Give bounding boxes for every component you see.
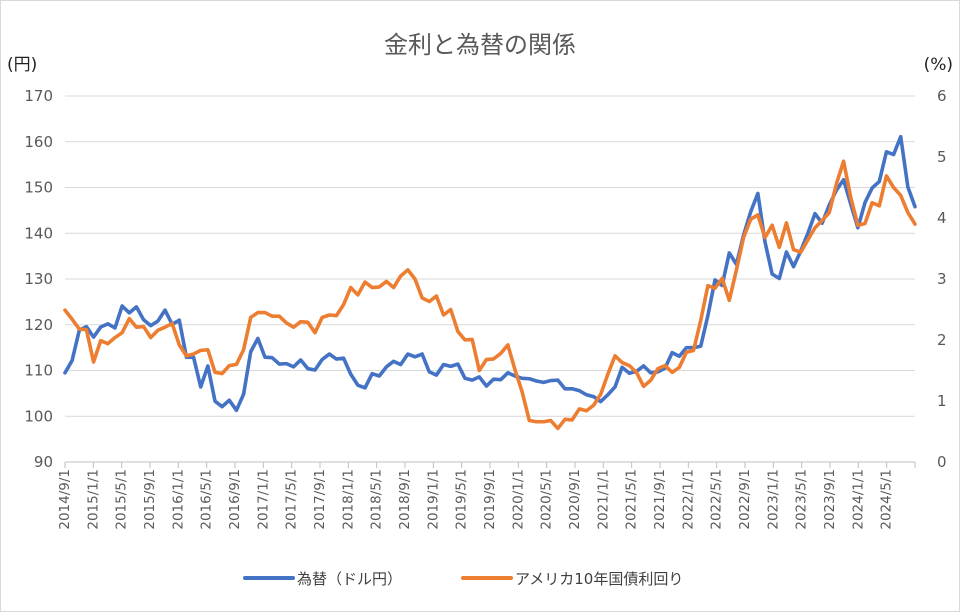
y-right-axis: 0 1 2 3 4 5 6 — [937, 87, 947, 471]
x-tick-label: 2015/5/1 — [114, 469, 130, 530]
legend-label-us10y: アメリカ10年国債利回り — [515, 570, 683, 588]
x-tick-label: 2018/1/1 — [340, 469, 356, 530]
x-tick-label: 2021/1/1 — [595, 469, 611, 530]
x-tick-label: 2020/1/1 — [510, 469, 526, 530]
x-axis: 2014/9/1 2015/1/1 2015/5/1 2015/9/1 2016/1/1… — [57, 461, 916, 530]
grid — [65, 95, 915, 463]
y-left-unit: (円) — [7, 55, 37, 75]
x-tick-label: 2018/9/1 — [397, 469, 413, 530]
series-line-us10y — [63, 159, 917, 431]
x-tick-label: 2016/9/1 — [227, 469, 243, 530]
x-tick-label: 2021/5/1 — [624, 469, 640, 530]
x-tick-label: 2017/5/1 — [284, 469, 300, 530]
y-right-tick-label: 3 — [937, 270, 947, 288]
x-tick-label: 2022/1/1 — [680, 469, 696, 530]
y-right-tick-label: 2 — [937, 331, 947, 349]
x-tick-label: 2019/9/1 — [482, 469, 498, 530]
y-left-axis: 90 100 110 120 130 140 150 160 170 — [24, 87, 53, 471]
x-tick-label: 2017/9/1 — [312, 469, 328, 530]
y-left-tick-label: 120 — [24, 316, 53, 334]
x-tick-label: 2022/5/1 — [709, 469, 725, 530]
x-tick-label: 2019/5/1 — [454, 469, 470, 530]
y-right-tick-label: 1 — [937, 392, 947, 410]
x-tick-label: 2015/9/1 — [142, 469, 158, 530]
y-left-tick-label: 170 — [24, 87, 53, 105]
x-tick-label: 2019/1/1 — [425, 469, 441, 530]
legend: 為替（ドル円） アメリカ10年国債利回り — [243, 570, 683, 588]
x-tick-label: 2022/9/1 — [737, 469, 753, 530]
y-left-tick-label: 150 — [24, 179, 53, 197]
y-left-tick-label: 100 — [24, 407, 53, 425]
x-tick-label: 2024/1/1 — [850, 469, 866, 530]
x-tick-label: 2020/9/1 — [567, 469, 583, 530]
series-layer — [63, 134, 917, 431]
series-line-usdjpy — [63, 134, 917, 413]
x-tick-label: 2014/9/1 — [57, 469, 73, 530]
x-tick-label: 2016/5/1 — [199, 469, 215, 530]
x-tick-label: 2024/5/1 — [879, 469, 895, 530]
x-tick-label: 2020/5/1 — [539, 469, 555, 530]
x-tick-label: 2023/9/1 — [822, 469, 838, 530]
legend-label-usdjpy: 為替（ドル円） — [297, 570, 402, 588]
y-left-tick-label: 110 — [24, 362, 53, 380]
x-tick-label: 2015/1/1 — [85, 469, 101, 530]
x-tick-label: 2021/9/1 — [652, 469, 668, 530]
y-left-tick-label: 140 — [24, 224, 53, 242]
y-left-tick-label: 130 — [24, 270, 53, 288]
x-tick-label: 2023/1/1 — [765, 469, 781, 530]
y-right-tick-label: 5 — [937, 148, 947, 166]
y-right-unit: (%) — [924, 55, 953, 75]
x-tick-label: 2016/1/1 — [170, 469, 186, 530]
y-left-tick-label: 160 — [24, 133, 53, 151]
chart-title: 金利と為替の関係 — [384, 31, 576, 59]
x-tick-label: 2023/5/1 — [794, 469, 810, 530]
y-right-tick-label: 6 — [937, 87, 947, 105]
y-right-tick-label: 0 — [937, 453, 947, 471]
x-tick-label: 2017/1/1 — [255, 469, 271, 530]
x-tick-label: 2018/5/1 — [369, 469, 385, 530]
y-left-tick-label: 90 — [34, 453, 53, 471]
y-right-tick-label: 4 — [937, 209, 947, 227]
